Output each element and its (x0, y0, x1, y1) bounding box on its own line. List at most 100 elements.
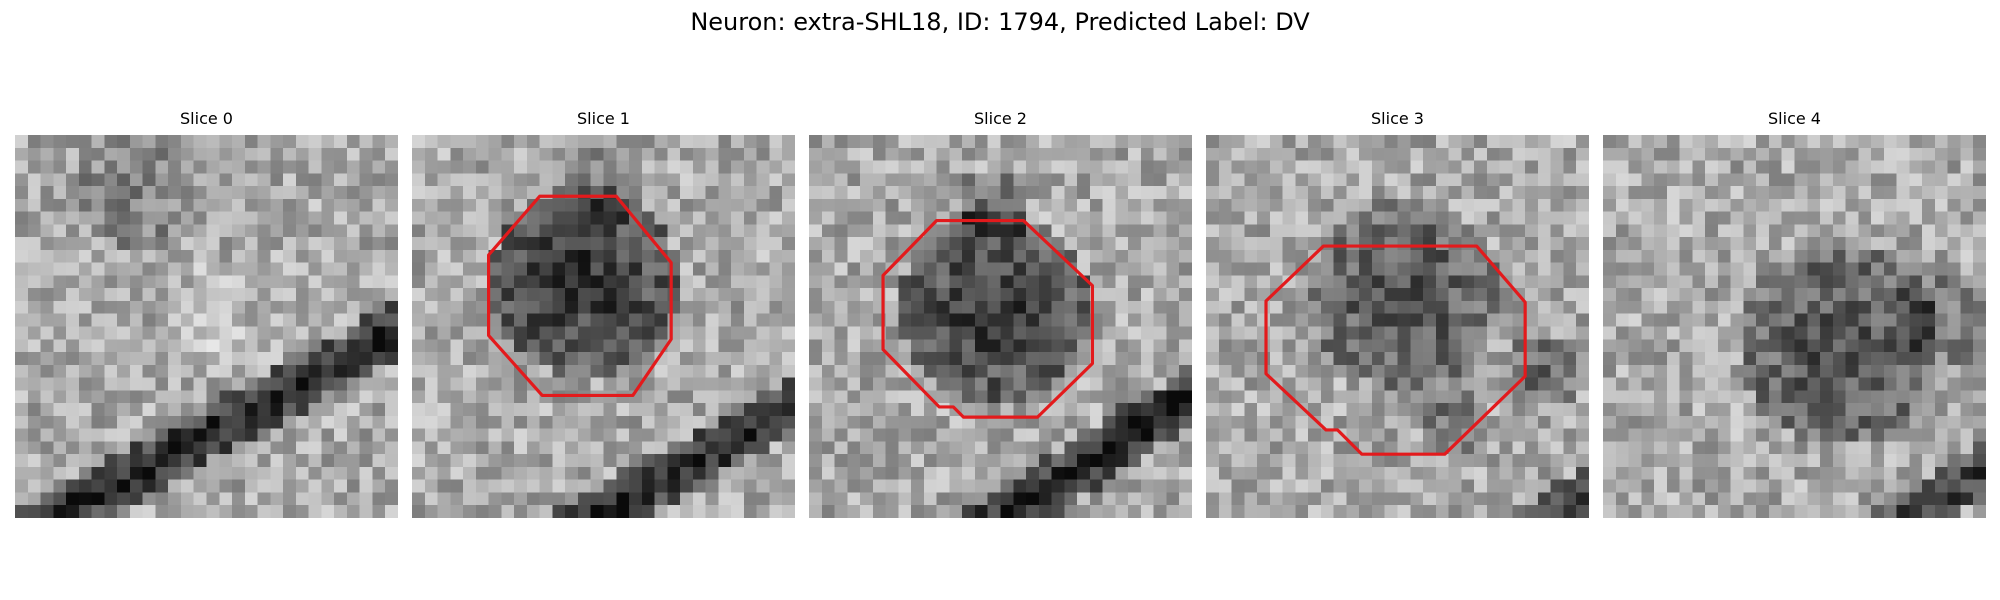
pixel (1153, 313, 1167, 327)
pixel (834, 339, 848, 353)
pixel (680, 160, 694, 174)
pixel (847, 403, 861, 417)
pixel (680, 428, 694, 442)
pixel (193, 441, 207, 455)
pixel (359, 237, 373, 251)
pixel (629, 147, 643, 161)
pixel (974, 262, 988, 276)
pixel (1768, 211, 1782, 225)
pixel (1089, 454, 1103, 468)
pixel (680, 390, 694, 404)
pixel (104, 454, 118, 468)
pixel (1333, 198, 1347, 212)
pixel (1934, 492, 1948, 506)
pixel (206, 505, 220, 518)
pixel (756, 505, 770, 518)
pixel (847, 390, 861, 404)
pixel (1153, 352, 1167, 366)
pixel (1000, 415, 1014, 429)
pixel (1077, 403, 1091, 417)
pixel (1333, 160, 1347, 174)
pixel (718, 505, 732, 518)
pixel (629, 300, 643, 314)
pixel (1179, 249, 1192, 263)
pixel (1384, 454, 1398, 468)
pixel (1705, 454, 1719, 468)
pixel (1102, 339, 1116, 353)
pixel (962, 186, 976, 200)
pixel (1934, 135, 1948, 149)
pixel (1909, 262, 1923, 276)
pixel (1730, 275, 1744, 289)
pixel (1308, 160, 1322, 174)
pixel (1166, 198, 1180, 212)
pixel (1705, 352, 1719, 366)
pixel (321, 390, 335, 404)
pixel (834, 466, 848, 480)
pixel (705, 454, 719, 468)
pixel (168, 403, 182, 417)
pixel (1308, 492, 1322, 506)
pixel (1871, 275, 1885, 289)
pixel (1499, 352, 1513, 366)
pixel (1486, 313, 1500, 327)
pixel (974, 364, 988, 378)
pixel (514, 415, 528, 429)
pixel (834, 364, 848, 378)
pixel (359, 466, 373, 480)
pixel (1576, 300, 1589, 314)
pixel (514, 173, 528, 187)
pixel (872, 211, 886, 225)
pixel (526, 147, 540, 161)
pixel (1858, 135, 1872, 149)
pixel (450, 147, 464, 161)
pixel (1320, 249, 1334, 263)
pixel (898, 160, 912, 174)
pixel (385, 479, 398, 493)
pixel (15, 454, 29, 468)
pixel (1603, 300, 1617, 314)
pixel (155, 275, 169, 289)
pixel (603, 326, 617, 340)
pixel (1960, 326, 1974, 340)
pixel (1781, 173, 1795, 187)
pixel (962, 135, 976, 149)
pixel (1756, 390, 1770, 404)
pixel (987, 237, 1001, 251)
pixel (565, 505, 579, 518)
pixel (1064, 339, 1078, 353)
pixel (372, 237, 386, 251)
pixel (155, 135, 169, 149)
pixel (1435, 135, 1449, 149)
pixel (756, 352, 770, 366)
pixel (1883, 313, 1897, 327)
pixel (66, 186, 80, 200)
pixel (1423, 300, 1437, 314)
pixel (53, 505, 67, 518)
pixel (1000, 275, 1014, 289)
pixel (219, 198, 233, 212)
pixel (1102, 428, 1116, 442)
pixel (911, 454, 925, 468)
pixel (898, 211, 912, 225)
pixel (1537, 211, 1551, 225)
pixel (731, 198, 745, 212)
pixel (1166, 173, 1180, 187)
pixel (923, 339, 937, 353)
pixel (872, 428, 886, 442)
pixel (117, 249, 131, 263)
pixel (283, 275, 297, 289)
pixel (1909, 415, 1923, 429)
pixel (385, 147, 398, 161)
pixel (1679, 249, 1693, 263)
pixel (257, 326, 271, 340)
pixel (692, 352, 706, 366)
pixel (641, 198, 655, 212)
pixel (1448, 326, 1462, 340)
pixel (1384, 505, 1398, 518)
pixel (168, 377, 182, 391)
pixel (1692, 173, 1706, 187)
pixel (1320, 224, 1334, 238)
pixel (283, 249, 297, 263)
pixel (1537, 428, 1551, 442)
